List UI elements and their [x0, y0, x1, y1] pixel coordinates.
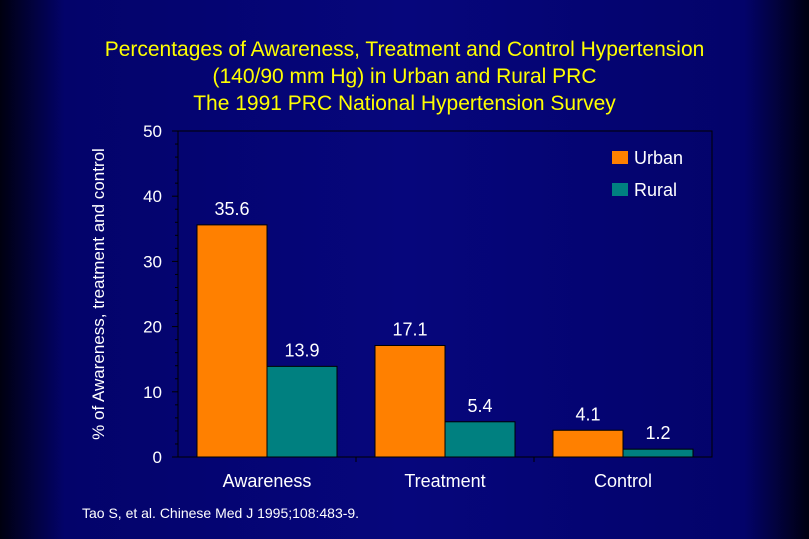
legend-label-rural: Rural — [634, 180, 677, 200]
bar-rural-awareness — [266, 365, 338, 458]
data-label: 5.4 — [467, 396, 492, 416]
data-label: 17.1 — [392, 320, 427, 340]
data-label: 13.9 — [284, 340, 319, 360]
y-tick-label: 50 — [143, 122, 162, 141]
data-label: 4.1 — [575, 404, 600, 424]
x-tick-label: Control — [594, 471, 652, 491]
data-label: 35.6 — [214, 199, 249, 219]
legend-swatch-urban — [612, 151, 628, 164]
chart-title: Percentages of Awareness, Treatment and … — [0, 36, 809, 117]
x-tick-label: Treatment — [404, 471, 485, 491]
y-tick-label: 0 — [153, 448, 162, 467]
legend-swatch-rural — [612, 183, 628, 196]
title-line-2: (140/90 mm Hg) in Urban and Rural PRC — [212, 65, 597, 88]
y-tick-label: 30 — [143, 252, 162, 271]
x-tick-label: Awareness — [223, 471, 312, 491]
title-line-3: The 1991 PRC National Hypertension Surve… — [193, 92, 616, 115]
y-tick-label: 40 — [143, 187, 162, 206]
y-tick-label: 20 — [143, 318, 162, 337]
legend-label-urban: Urban — [634, 148, 683, 168]
y-tick-label: 10 — [143, 383, 162, 402]
title-line-1: Percentages of Awareness, Treatment and … — [104, 38, 705, 61]
citation: Tao S, et al. Chinese Med J 1995;108:483… — [82, 505, 360, 521]
bar-urban-control — [552, 429, 624, 458]
bar-rural-treatment — [444, 421, 516, 458]
bar-urban-awareness — [196, 224, 268, 458]
bar-urban-treatment — [374, 345, 446, 458]
data-label: 1.2 — [645, 423, 670, 443]
bar-rural-control — [622, 448, 694, 458]
